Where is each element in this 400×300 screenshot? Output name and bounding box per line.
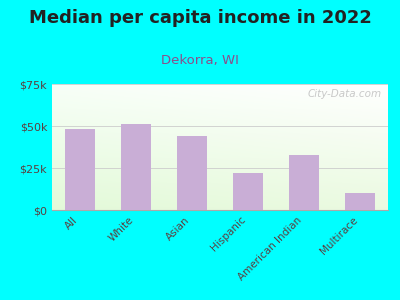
Bar <box>289 154 320 210</box>
Bar <box>64 129 96 210</box>
Bar <box>121 124 151 210</box>
Bar <box>177 136 208 210</box>
Text: City-Data.com: City-Data.com <box>307 89 381 99</box>
Text: Dekorra, WI: Dekorra, WI <box>161 54 239 67</box>
Bar <box>344 193 375 210</box>
Text: Median per capita income in 2022: Median per capita income in 2022 <box>28 9 372 27</box>
Bar <box>233 173 264 210</box>
